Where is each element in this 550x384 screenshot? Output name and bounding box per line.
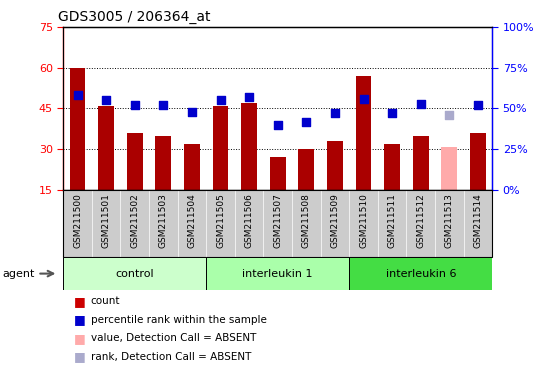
Text: GSM211504: GSM211504 [188,194,196,248]
Text: GSM211509: GSM211509 [331,194,339,248]
Bar [384,144,400,190]
Bar [156,136,171,190]
Bar [241,103,257,190]
Bar [270,157,285,190]
FancyBboxPatch shape [206,257,349,290]
Text: agent: agent [3,268,35,279]
Bar [206,190,235,257]
Bar [127,133,142,190]
Bar [378,190,406,257]
Point [302,118,311,124]
Bar [213,106,228,190]
Text: GSM211513: GSM211513 [445,194,454,248]
Bar [120,190,149,257]
Text: GDS3005 / 206364_at: GDS3005 / 206364_at [58,10,210,23]
Bar [98,106,114,190]
Text: GSM211507: GSM211507 [273,194,282,248]
Text: GSM211503: GSM211503 [159,194,168,248]
Point [474,102,482,108]
Text: GSM211511: GSM211511 [388,194,397,248]
Text: GSM211508: GSM211508 [302,194,311,248]
Bar [184,144,200,190]
Text: GSM211505: GSM211505 [216,194,225,248]
Bar [178,190,206,257]
Bar [321,190,349,257]
Point [159,102,168,108]
Point [416,101,425,107]
Bar [235,190,263,257]
Text: GSM211500: GSM211500 [73,194,82,248]
Bar [406,190,435,257]
Point [388,110,397,116]
Bar [435,190,464,257]
Bar [299,149,314,190]
Bar [470,133,486,190]
Text: GSM211514: GSM211514 [474,194,482,248]
Bar [263,190,292,257]
Point [331,110,339,116]
Point [102,97,111,103]
FancyBboxPatch shape [63,257,206,290]
Text: interleukin 1: interleukin 1 [243,268,313,279]
Point [273,122,282,128]
Text: GSM211501: GSM211501 [102,194,111,248]
Bar [92,190,120,257]
Text: GSM211510: GSM211510 [359,194,368,248]
Bar [149,190,178,257]
Text: rank, Detection Call = ABSENT: rank, Detection Call = ABSENT [91,352,251,362]
Point [445,112,454,118]
Point [245,94,254,100]
Bar [413,136,428,190]
Point [216,97,225,103]
Text: GSM211502: GSM211502 [130,194,139,248]
Bar [327,141,343,190]
Bar [442,147,457,190]
Text: ■: ■ [74,332,86,345]
Bar [464,190,492,257]
Point [188,109,196,115]
Text: interleukin 6: interleukin 6 [386,268,456,279]
FancyBboxPatch shape [349,257,492,290]
Text: GSM211506: GSM211506 [245,194,254,248]
Bar [70,68,85,190]
Text: ■: ■ [74,350,86,363]
Text: control: control [116,268,154,279]
Bar [356,76,371,190]
Point [130,102,139,108]
Point [73,92,82,98]
Text: value, Detection Call = ABSENT: value, Detection Call = ABSENT [91,333,256,343]
Text: ■: ■ [74,313,86,326]
Point [359,96,368,102]
Bar [63,190,92,257]
Text: count: count [91,296,120,306]
Text: percentile rank within the sample: percentile rank within the sample [91,315,267,325]
Bar [349,190,378,257]
Text: GSM211512: GSM211512 [416,194,425,248]
Text: ■: ■ [74,295,86,308]
Bar [292,190,321,257]
